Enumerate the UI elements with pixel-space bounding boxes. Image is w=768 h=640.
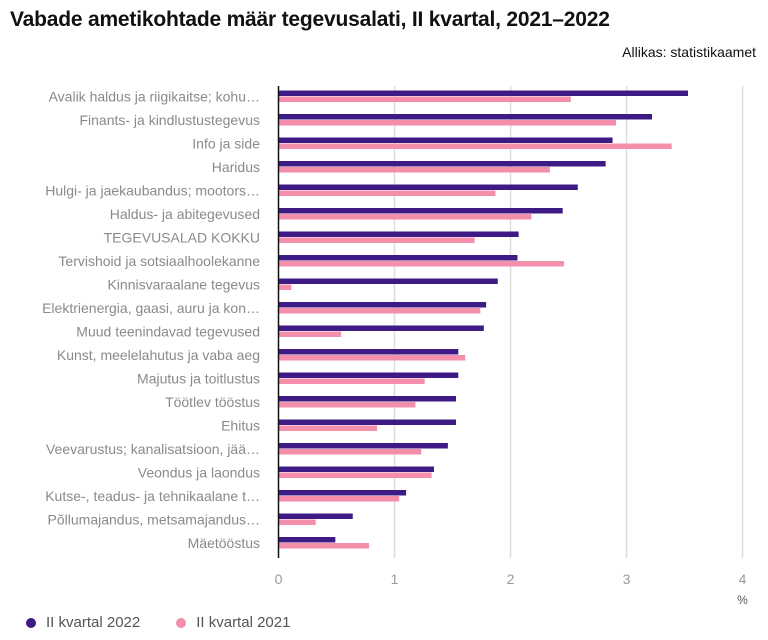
x-tick-label: 1 <box>391 571 399 587</box>
gridlines <box>393 86 744 558</box>
bar-2021 <box>279 237 475 243</box>
bar-2022 <box>279 513 353 519</box>
bar-2022 <box>279 396 456 402</box>
bar-2021 <box>279 214 532 220</box>
bar-2022 <box>279 137 613 143</box>
bar-2021 <box>279 120 617 126</box>
legend-label-2022: II kvartal 2022 <box>46 614 141 631</box>
category-labels: Avalik haldus ja riigikaitse; kohu… Finan… <box>42 89 260 552</box>
bar-2022 <box>279 255 518 261</box>
bar-2021 <box>279 96 571 102</box>
bar-2022 <box>279 325 484 331</box>
category-label: Mäetööstus <box>188 535 260 551</box>
legend-label-2021: II kvartal 2021 <box>196 614 291 631</box>
bar-2022 <box>279 208 563 214</box>
category-label: Elektrienergia, gaasi, auru ja kon… <box>42 300 260 316</box>
bars <box>279 90 688 549</box>
category-label: Kinnisvaraalane tegevus <box>107 277 260 293</box>
category-label: Põllumajandus, metsamajandus… <box>48 512 260 528</box>
bar-2022 <box>279 90 688 96</box>
category-label: Majutus ja toitlustus <box>137 371 260 387</box>
bar-2021 <box>279 449 422 455</box>
legend: II kvartal 2022 II kvartal 2021 <box>26 614 290 631</box>
category-label: Tervishoid ja sotsiaalhoolekanne <box>58 253 260 269</box>
category-label: Avalik haldus ja riigikaitse; kohu… <box>49 89 260 105</box>
bar-2022 <box>279 419 456 425</box>
bar-2021 <box>279 284 292 290</box>
category-label: Veondus ja laondus <box>138 465 260 481</box>
chart-source: Allikas: statistikaamet <box>622 44 756 60</box>
bar-2022 <box>279 184 578 190</box>
bar-2021 <box>279 496 400 502</box>
bar-2021 <box>279 167 550 173</box>
category-label: Finants- ja kindlustustegevus <box>79 112 260 128</box>
bar-2022 <box>279 466 434 472</box>
bar-2021 <box>279 402 416 408</box>
category-label: Hulgi- ja jaekaubandus; mootors… <box>45 183 260 199</box>
bar-2021 <box>279 543 369 549</box>
bar-2021 <box>279 378 425 384</box>
bar-2022 <box>279 490 407 496</box>
category-label: Haridus <box>212 159 260 175</box>
bar-2021 <box>279 355 466 361</box>
bar-2021 <box>279 143 672 149</box>
x-axis-unit-label: % <box>737 593 748 607</box>
category-label: Veevarustus; kanalisatsioon, jää… <box>46 441 260 457</box>
category-label: Muud teenindavad tegevused <box>76 324 260 340</box>
bar-2022 <box>279 372 459 378</box>
x-tick-label: 0 <box>275 571 283 587</box>
x-tick-label: 2 <box>507 571 515 587</box>
x-tick-labels: 0 1 2 3 4 <box>275 571 747 587</box>
legend-item-2022[interactable]: II kvartal 2022 <box>26 614 140 631</box>
legend-dot-2022 <box>26 617 36 628</box>
category-label: Kutse-, teadus- ja tehnikaalane t… <box>45 488 260 504</box>
legend-dot-2021 <box>176 617 187 628</box>
bar-2021 <box>279 425 378 431</box>
x-tick-label: 4 <box>739 571 747 587</box>
bar-2021 <box>279 519 316 525</box>
category-label: Info ja side <box>192 136 260 152</box>
bar-2022 <box>279 161 606 167</box>
bar-2022 <box>279 278 498 284</box>
bar-2022 <box>279 231 519 237</box>
bar-2022 <box>279 349 459 355</box>
bar-2022 <box>279 443 448 449</box>
bar-2021 <box>279 308 481 314</box>
bar-2021 <box>279 190 496 196</box>
x-tick-label: 3 <box>623 571 631 587</box>
bar-2022 <box>279 114 653 120</box>
category-label: Töötlev tööstus <box>165 394 260 410</box>
bar-2022 <box>279 302 487 308</box>
category-label: Ehitus <box>221 418 260 434</box>
category-label: Haldus- ja abitegevused <box>110 206 260 222</box>
bar-2022 <box>279 537 336 543</box>
category-label: TEGEVUSALAD KOKKU <box>104 230 260 246</box>
chart-title: Vabade ametikohtade määr tegevusalati, I… <box>10 8 610 31</box>
bar-2021 <box>279 331 342 337</box>
bar-2021 <box>279 472 432 478</box>
bar-2021 <box>279 261 564 267</box>
category-label: Kunst, meelelahutus ja vaba aeg <box>57 347 260 363</box>
legend-item-2021[interactable]: II kvartal 2021 <box>176 614 290 631</box>
